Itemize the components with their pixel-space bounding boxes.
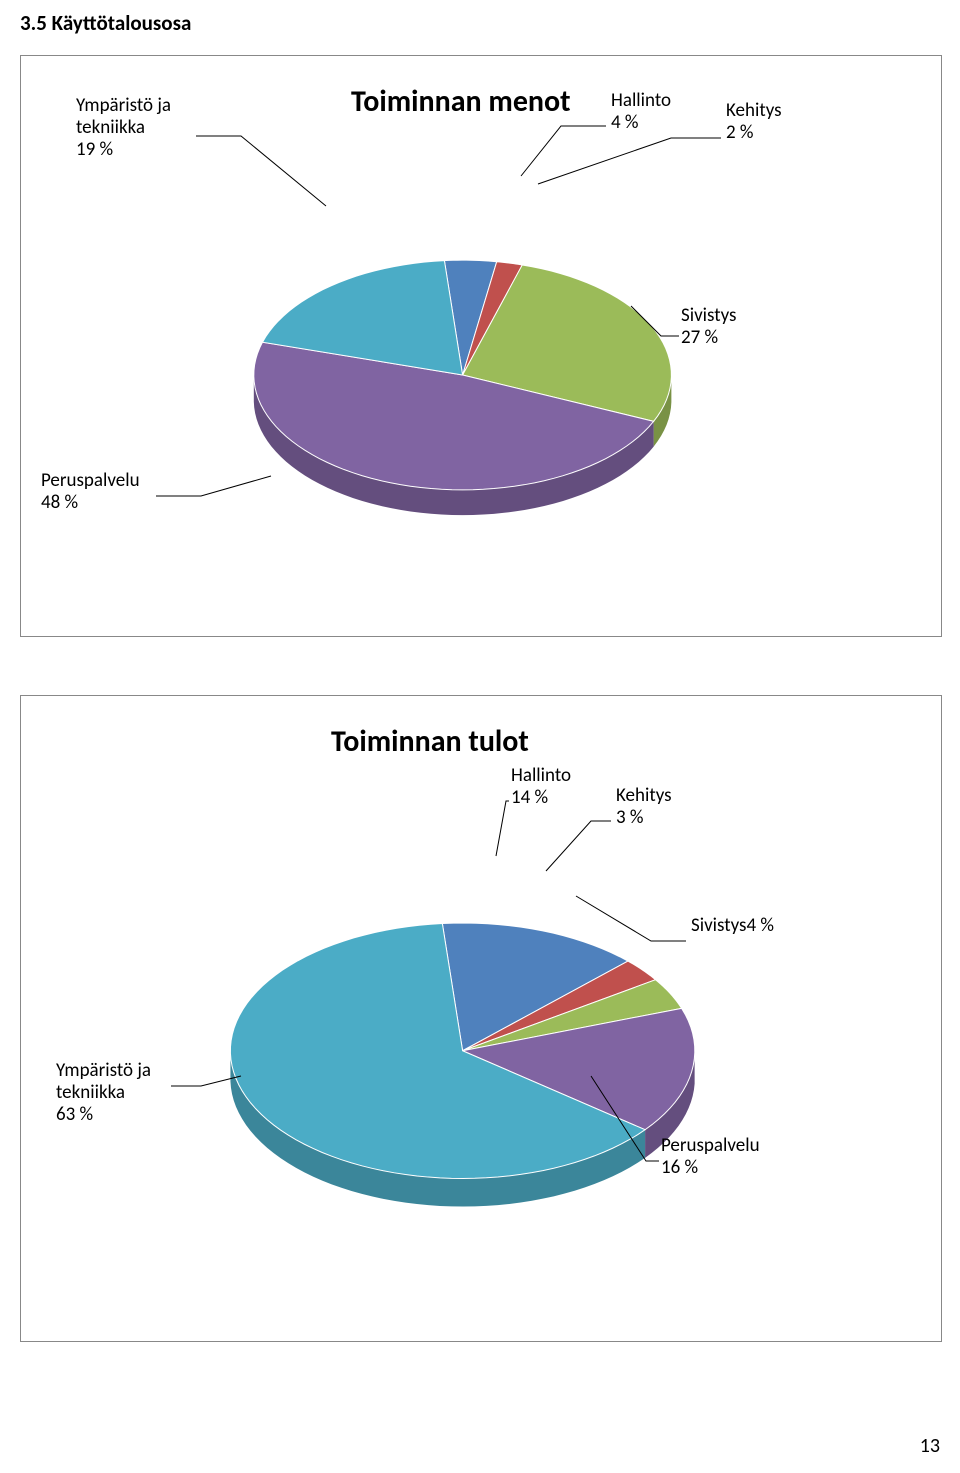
svg-text:tekniikka: tekniikka	[76, 116, 145, 139]
svg-text:Hallinto: Hallinto	[511, 764, 571, 787]
svg-text:3 %: 3 %	[616, 806, 644, 829]
svg-text:Ympäristö ja: Ympäristö ja	[76, 94, 171, 117]
svg-text:2 %: 2 %	[726, 121, 754, 144]
chart-toiminnan-tulot: Toiminnan tulot Hallinto14 % Kehitys3 % Siv…	[20, 695, 942, 1342]
svg-text:Hallinto: Hallinto	[611, 89, 671, 112]
chart-toiminnan-menot: Toiminnan menot Hallinto4 % Kehitys2 % Sivi…	[20, 55, 942, 637]
svg-text:Kehitys: Kehitys	[616, 784, 672, 807]
svg-text:tekniikka: tekniikka	[56, 1081, 125, 1104]
svg-text:63 %: 63 %	[56, 1103, 93, 1126]
svg-text:19 %: 19 %	[76, 138, 113, 161]
svg-text:27 %: 27 %	[681, 326, 718, 349]
section-heading: 3.5 Käyttötalousosa	[20, 10, 191, 36]
svg-text:Sivistys: Sivistys	[681, 304, 736, 327]
svg-text:4 %: 4 %	[611, 111, 639, 134]
page-number: 13	[920, 1434, 940, 1458]
svg-text:Ympäristö ja: Ympäristö ja	[56, 1059, 151, 1082]
svg-text:16 %: 16 %	[661, 1156, 698, 1179]
svg-text:Kehitys: Kehitys	[726, 99, 782, 122]
svg-text:Toiminnan tulot: Toiminnan tulot	[331, 723, 529, 760]
svg-text:Sivistys4 %: Sivistys4 %	[691, 914, 774, 937]
svg-text:Toiminnan menot: Toiminnan menot	[351, 83, 571, 120]
svg-text:14 %: 14 %	[511, 786, 548, 809]
svg-text:Peruspalvelu: Peruspalvelu	[661, 1134, 760, 1157]
svg-text:Peruspalvelu: Peruspalvelu	[41, 469, 140, 492]
svg-text:48 %: 48 %	[41, 491, 78, 514]
